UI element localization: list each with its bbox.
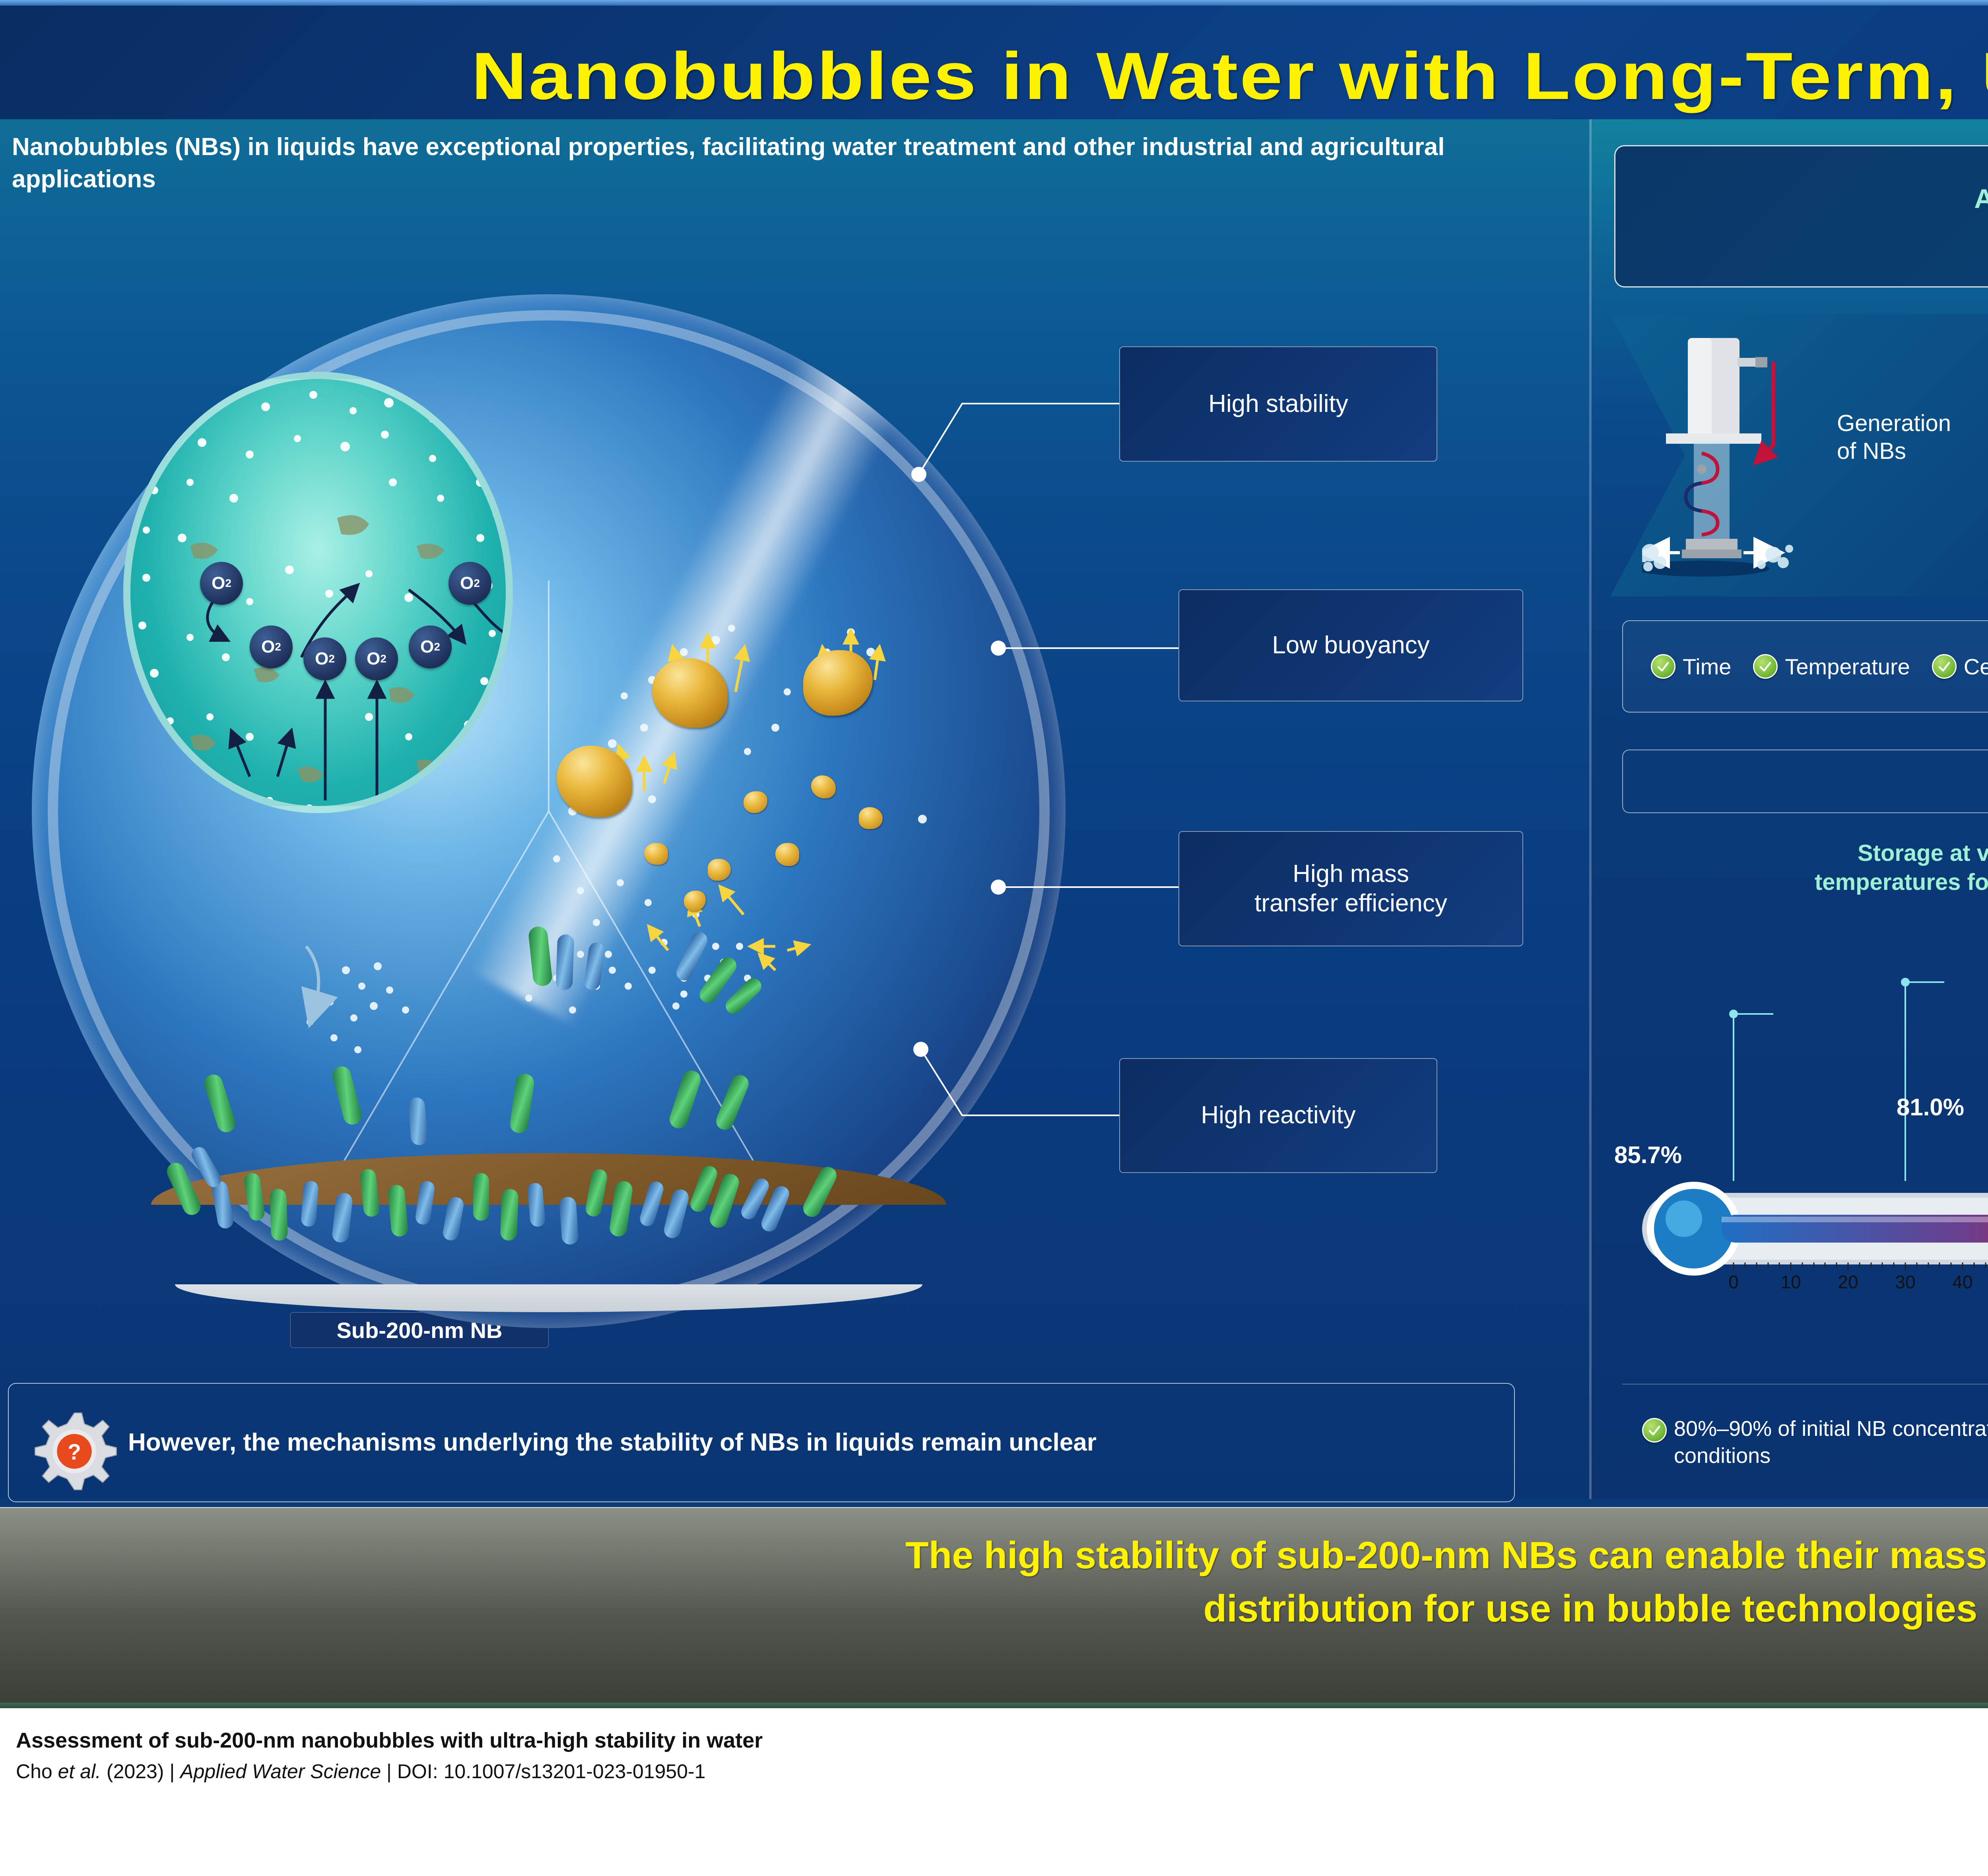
svg-text:20: 20 [1838,1272,1858,1292]
svg-text:0: 0 [1728,1272,1739,1292]
svg-text:30: 30 [1895,1272,1915,1292]
svg-text:40: 40 [1952,1272,1972,1292]
svg-text:10: 10 [1780,1272,1801,1292]
svg-text:?: ? [68,1440,81,1464]
